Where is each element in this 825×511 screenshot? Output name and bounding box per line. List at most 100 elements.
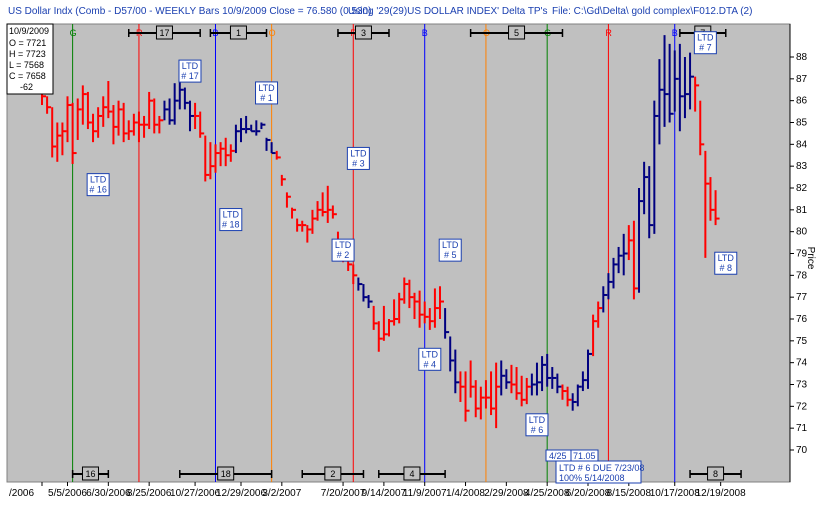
price-bar [301, 220, 307, 232]
price-bar [321, 192, 327, 217]
price-bar [382, 305, 388, 341]
price-bar [234, 124, 240, 154]
price-bar [617, 246, 623, 274]
svg-text:# 8: # 8 [720, 263, 733, 273]
y-axis-ticks: 70 71 72 73 74 75 76 77 78 79 80 81 82 83 84 85 86 87 88 [790, 52, 808, 456]
price-bar [479, 386, 485, 420]
range-bar-box [155, 25, 173, 40]
price-bar [107, 81, 113, 119]
y-tick-label: 83 [796, 161, 808, 172]
ltd-label: LTD# 7 [693, 31, 717, 55]
x-tick-label: 11/9/2007 [403, 488, 447, 499]
price-bar [663, 35, 669, 127]
price-bar [158, 115, 164, 134]
price-bar [627, 225, 633, 261]
price-bar [546, 353, 552, 387]
price-bar [112, 105, 118, 145]
ltd-6-annotation: 4/25 71.05 LTD # 6 DUE 7/23/08 100% 5/14… [545, 449, 644, 484]
price-bar [306, 225, 312, 243]
price-bar [229, 144, 235, 162]
ohlc-open: O = 7721 [9, 38, 46, 48]
svg-text:LTD: LTD [350, 148, 367, 158]
price-bar [194, 102, 200, 130]
price-bar [183, 87, 189, 110]
price-bar [403, 277, 409, 304]
price-bar [581, 371, 587, 392]
ltd-label: LTD# 4 [418, 347, 442, 371]
ltd-label: LTD# 8 [714, 251, 738, 275]
x-tick-label: 2/29/2008 [484, 488, 529, 499]
price-bar [387, 319, 393, 337]
y-tick-label: 78 [796, 270, 808, 281]
price-bar [439, 286, 445, 319]
y-tick-label: 80 [796, 227, 808, 238]
range-bar-label: 5 [514, 28, 519, 38]
price-bar [500, 360, 506, 396]
price-bar [556, 373, 562, 394]
price-bar [367, 294, 373, 309]
svg-text:# 16: # 16 [89, 185, 107, 195]
price-bar [352, 264, 358, 285]
price-bar [648, 166, 654, 239]
range-bar-box [707, 466, 725, 481]
price-bar [214, 144, 220, 173]
price-bar [525, 377, 531, 405]
svg-text:LTD: LTD [90, 175, 107, 185]
turning-point-letter: G [70, 28, 77, 38]
price-bars [41, 35, 720, 429]
price-bar [653, 100, 659, 234]
price-bar [433, 288, 439, 328]
ohlc-close: C = 7658 [9, 71, 46, 81]
price-bar [117, 100, 123, 136]
turning-point-letter: R [605, 28, 612, 38]
y-tick-label: 75 [796, 336, 808, 347]
price-bar [137, 111, 143, 143]
price-bar [260, 122, 266, 130]
svg-text:LTD: LTD [335, 240, 352, 250]
price-bar [280, 174, 286, 186]
price-bar [474, 380, 480, 418]
price-bar [46, 96, 52, 114]
svg-text:# 3: # 3 [352, 158, 365, 168]
price-bar [586, 349, 592, 389]
svg-text:# 1: # 1 [260, 93, 273, 103]
price-bar [607, 273, 613, 300]
ltd-label: LTD# 6 [525, 413, 549, 437]
price-bar [643, 161, 649, 215]
price-bar [76, 98, 82, 140]
y-tick-label: 87 [796, 74, 808, 85]
ohlc-change: -62 [20, 82, 33, 92]
range-bar-label: 8 [713, 469, 718, 479]
price-bar [530, 373, 536, 396]
range-bar-box [229, 25, 247, 40]
price-bar [178, 78, 184, 110]
annotation-date: 4/25 [549, 451, 567, 461]
price-bar [219, 142, 225, 167]
price-bar [673, 50, 679, 112]
price-bar [561, 384, 567, 400]
x-tick-label: 6/20/2008 [566, 488, 611, 499]
ohlc-date: 10/9/2009 [9, 26, 49, 36]
price-bar [377, 321, 383, 352]
price-bar [81, 85, 87, 125]
price-bar [97, 107, 103, 138]
y-tick-label: 82 [796, 183, 808, 194]
price-bar [209, 142, 215, 180]
price-bar [597, 301, 603, 328]
price-bar [413, 292, 419, 319]
price-bar [464, 371, 470, 422]
price-bar [92, 113, 98, 143]
range-bar-label: 2 [330, 469, 335, 479]
price-bar [398, 292, 404, 324]
price-bar [357, 277, 363, 291]
price-bar [296, 218, 302, 232]
price-bar [592, 314, 598, 357]
price-bar [510, 364, 516, 394]
ltd-label: LTD# 3 [346, 146, 370, 170]
ltd-label: LTD# 17 [178, 59, 202, 83]
price-bar [484, 380, 490, 409]
price-bar [168, 98, 174, 125]
price-bar [571, 393, 577, 411]
price-bar [612, 257, 618, 289]
range-bar-box [403, 466, 421, 481]
